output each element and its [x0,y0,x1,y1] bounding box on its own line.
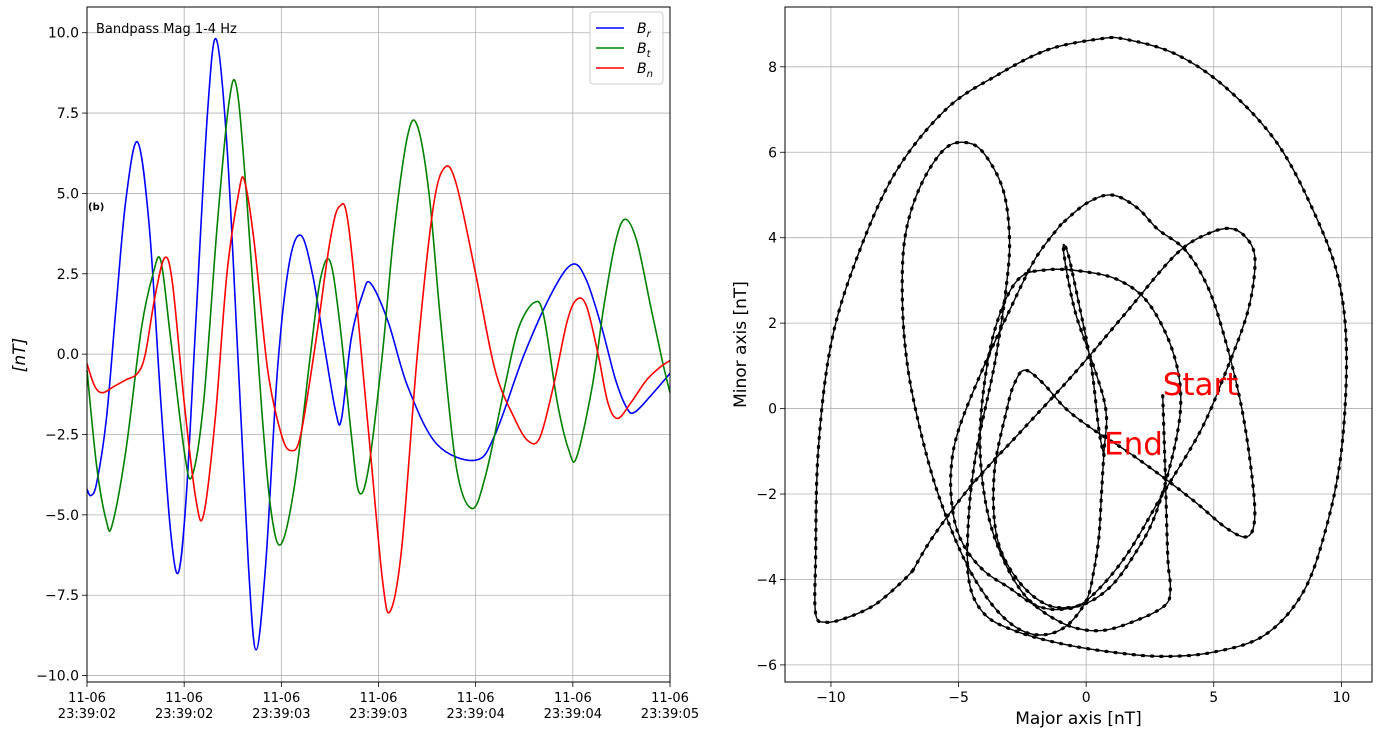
right-y-tick-label: 4 [768,231,777,247]
right-x-axis-label: Major axis [nT] [1015,709,1142,729]
left-x-tick-label: 11-06 [262,691,300,706]
left-x-tick-label: 11-06 [554,691,592,706]
left-x-tick-label: 11-06 [165,691,203,706]
panel-label: (b) [88,202,104,213]
series-line-b-t [86,78,671,546]
right-x-tick-label: 10 [1332,690,1350,706]
right-x-tick-label: −10 [816,690,846,706]
left-x-tick-label: 23:39:02 [58,707,116,722]
left-series [86,37,671,651]
right-ticks: −10 −5 0 5 10 −6 −4 −2 0 2 4 6 8 [756,60,1350,706]
left-x-tick-label: 11-06 [68,691,106,706]
hodogram-markers [900,140,1109,637]
left-x-tick-label: 23:39:04 [446,707,504,722]
left-x-tick-label: 11-06 [651,691,689,706]
right-y-tick-label: −2 [756,487,777,503]
right-y-tick-label: −6 [756,658,777,674]
series-line-b-r [86,37,671,651]
left-y-axis-label: [nT] [10,338,30,372]
left-y-tick-label: −2.5 [45,428,79,444]
left-grid [86,7,671,682]
right-y-tick-label: 6 [768,145,777,161]
left-ticks: 11-0623:39:0211-0623:39:0211-0623:39:031… [36,26,699,722]
hodogram-markers [978,193,1257,633]
right-x-tick-label: −5 [948,690,969,706]
left-x-tick-label: 23:39:03 [252,707,310,722]
left-y-tick-label: −10.0 [36,669,79,685]
left-y-tick-label: −5.0 [45,508,79,524]
hodogram-trace [814,36,1348,658]
legend-box [589,11,664,85]
hodogram-markers [813,35,1349,658]
left-y-tick-label: −7.5 [45,588,79,604]
timeseries-panel: 11-0623:39:0211-0623:39:0211-0623:39:031… [10,6,699,722]
series-line-b-n [86,165,671,614]
annotation-end: End [1104,427,1163,463]
left-y-tick-label: 10.0 [48,26,79,42]
right-plot-frame [784,6,1373,683]
left-x-tick-label: 23:39:02 [155,707,213,722]
left-annotation: Bandpass Mag 1-4 Hz [96,22,237,37]
left-y-tick-label: 7.5 [57,106,79,122]
hodogram-markers [911,223,1257,612]
right-x-tick-label: 5 [1209,690,1218,706]
right-x-tick-label: 0 [1082,690,1091,706]
right-y-tick-label: 8 [768,60,777,76]
left-x-tick-label: 23:39:05 [641,707,699,722]
annotation-start: Start [1163,367,1239,403]
right-series [813,35,1349,658]
right-y-tick-label: 2 [768,316,777,332]
left-x-tick-label: 23:39:03 [349,707,407,722]
right-y-tick-label: 0 [768,402,777,418]
left-x-tick-label: 23:39:04 [544,707,602,722]
left-x-tick-label: 11-06 [457,691,495,706]
right-y-axis-label: Minor axis [nT] [731,281,751,408]
left-y-tick-label: 5.0 [57,186,79,202]
hodogram-trace [912,224,1256,611]
left-x-tick-label: 11-06 [360,691,398,706]
right-grid [785,7,1372,682]
right-y-tick-label: −4 [756,572,777,588]
left-y-tick-label: 2.5 [57,267,79,283]
left-y-tick-label: 0.0 [57,347,79,363]
